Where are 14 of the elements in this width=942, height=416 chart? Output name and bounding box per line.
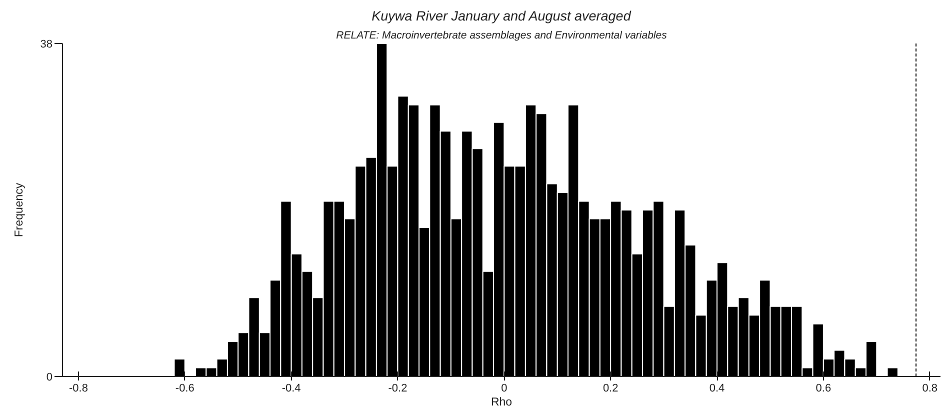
x-axis-title: Rho [490,396,512,408]
x-tick-label: 0.2 [602,382,618,394]
chart-title: Kuywa River January and August averaged [372,8,632,24]
y-axis-title: Frequency [13,182,26,238]
x-tick-label: -0.6 [175,382,194,394]
chart-subtitle: RELATE: Macroinvertebrate assemblages and Environmental variables [336,30,668,42]
y-tick-label: 38 [40,38,53,50]
x-tick-label: -0.2 [388,382,408,394]
x-tick-label: -0.4 [282,382,301,394]
x-tick-label: 0.6 [816,382,832,394]
x-tick-label: 0.4 [709,382,725,394]
x-tick-label: 0.8 [922,382,938,394]
x-tick-label: -0.8 [68,382,88,394]
x-tick-label: 0 [501,382,508,394]
